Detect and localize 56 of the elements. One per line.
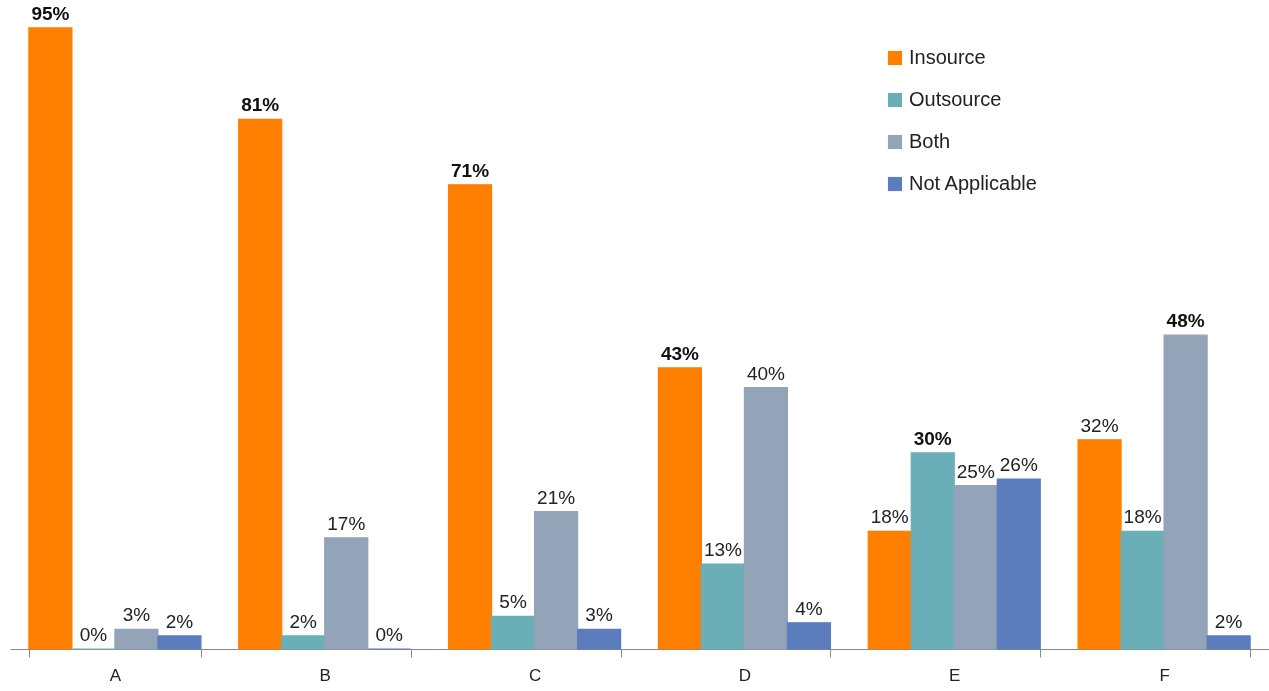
bar (1120, 530, 1165, 650)
data-label: 4% (795, 597, 823, 619)
bar (743, 386, 789, 650)
x-tick-label: D (738, 665, 752, 685)
data-label: 71% (451, 159, 490, 181)
x-tick-label: E (949, 665, 961, 685)
data-label: 30% (913, 427, 952, 449)
data-label: 17% (327, 512, 366, 534)
bar (447, 184, 493, 650)
data-label: 2% (289, 610, 318, 632)
bar (910, 452, 955, 650)
legend-label: Both (909, 130, 951, 152)
bar (1163, 334, 1208, 650)
bar (533, 511, 579, 650)
bar (238, 118, 283, 650)
data-label: 26% (999, 454, 1038, 476)
data-label: 81% (241, 94, 280, 116)
bar (114, 628, 159, 650)
bar (281, 635, 326, 650)
bar (28, 27, 73, 650)
data-label: 40% (746, 362, 786, 384)
data-label: 0% (79, 624, 108, 645)
data-label: 21% (537, 486, 576, 508)
bar (786, 622, 832, 650)
data-label: 3% (122, 604, 151, 626)
legend-label: Not Applicable (909, 172, 1037, 194)
data-label: 13% (703, 539, 743, 561)
bar (867, 530, 912, 650)
x-tick-label: B (319, 665, 331, 685)
data-label: 18% (1123, 506, 1162, 528)
data-label: 5% (499, 591, 527, 613)
data-label: 48% (1166, 310, 1205, 332)
data-label: 43% (660, 342, 700, 364)
bar (577, 628, 622, 650)
legend-label: Outsource (909, 88, 1002, 110)
bar (657, 367, 702, 650)
data-label: 2% (165, 610, 194, 632)
bar (490, 615, 536, 650)
data-label: 2% (1214, 610, 1243, 632)
legend-label: Insource (909, 46, 986, 68)
data-label: 18% (870, 506, 909, 528)
bar (996, 478, 1041, 650)
data-label: 0% (375, 624, 404, 645)
bar (157, 635, 202, 650)
bar (953, 484, 998, 650)
bar (700, 563, 746, 650)
bar (1206, 635, 1251, 650)
x-tick-label: A (109, 665, 122, 685)
data-label: 3% (585, 604, 613, 626)
x-tick-label: C (528, 665, 542, 685)
data-label: 95% (31, 2, 70, 24)
bar (1077, 439, 1122, 650)
bar (324, 537, 369, 650)
x-tick-label: F (1159, 665, 1170, 685)
data-label: 32% (1080, 414, 1119, 436)
data-label: 25% (956, 460, 995, 482)
